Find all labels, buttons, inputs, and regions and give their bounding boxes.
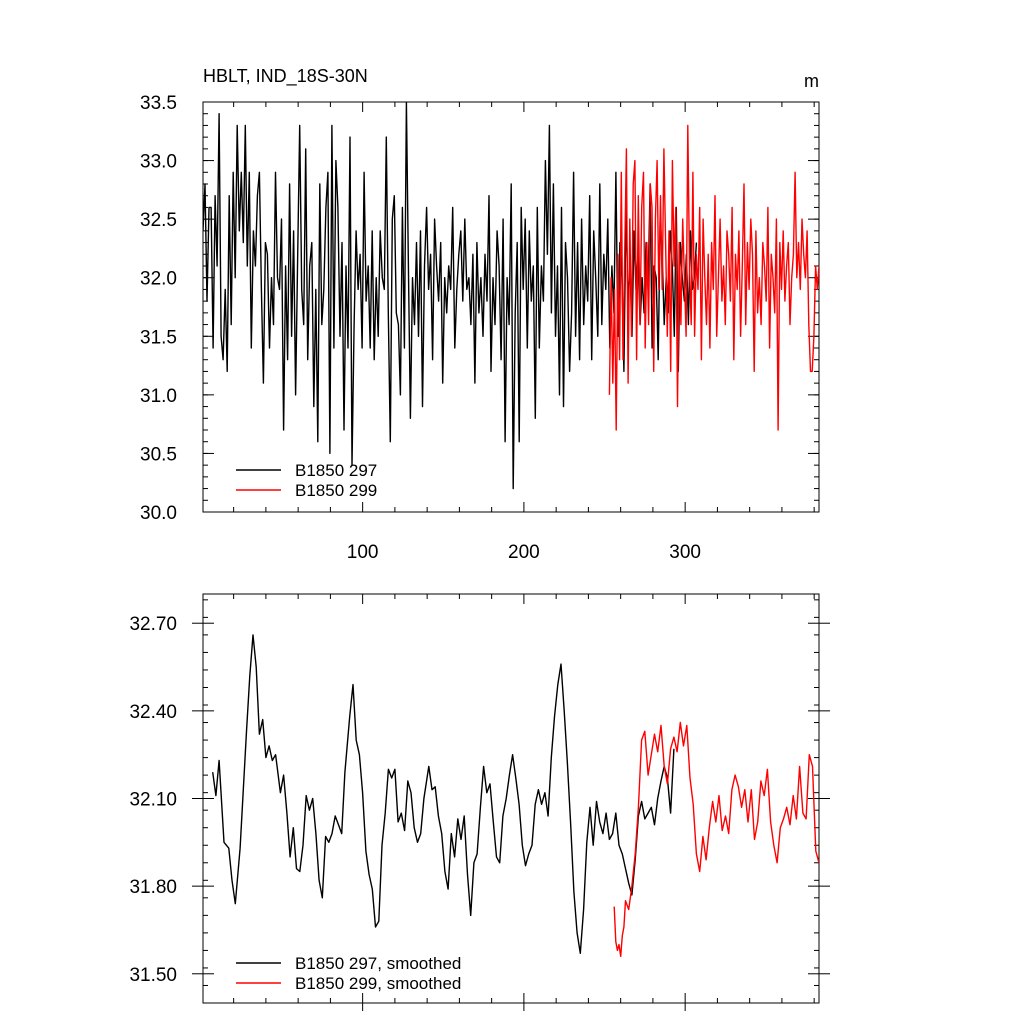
series-line-red	[608, 124, 819, 431]
y-tick-label: 33.0	[140, 152, 177, 173]
x-tick-label: 200	[508, 542, 540, 563]
panel-top: 100 200 300 30.0 30.5 31.0 31.5 32.0 32.5 33.0 33.…	[140, 66, 820, 563]
y-tick-label: 31.50	[129, 965, 177, 986]
y-tick-label: 31.5	[140, 327, 177, 348]
plot-frame	[202, 593, 820, 1004]
y-tick-label: 32.40	[129, 702, 177, 723]
y-tick-label: 30.5	[140, 444, 177, 465]
chart-title: HBLT, IND_18S-30N	[203, 66, 368, 87]
y-tick-label: 33.5	[140, 93, 177, 114]
units-label: m	[804, 71, 819, 91]
y-tick-label: 32.5	[140, 210, 177, 231]
y-tick-label: 32.70	[129, 614, 177, 635]
series-line-black	[212, 634, 675, 954]
y-tick-label: 31.0	[140, 386, 177, 407]
legend-label: B1850 299	[295, 481, 377, 500]
plot-frame	[202, 101, 820, 513]
x-tick-label: 300	[669, 542, 701, 563]
series-line-red	[613, 721, 819, 957]
y-tick-label: 30.0	[140, 503, 177, 524]
legend-label: B1850 299, smoothed	[295, 974, 461, 993]
legend-label: B1850 297	[295, 461, 377, 480]
legend-label: B1850 297, smoothed	[295, 954, 461, 973]
panel-bottom: 31.50 31.80 32.10 32.40 32.70 B1850 297, smoo…	[129, 593, 830, 1011]
y-tick-label: 31.80	[129, 877, 177, 898]
y-tick-label: 32.10	[129, 790, 177, 811]
x-tick-label: 100	[347, 542, 379, 563]
y-tick-label: 32.0	[140, 269, 177, 290]
